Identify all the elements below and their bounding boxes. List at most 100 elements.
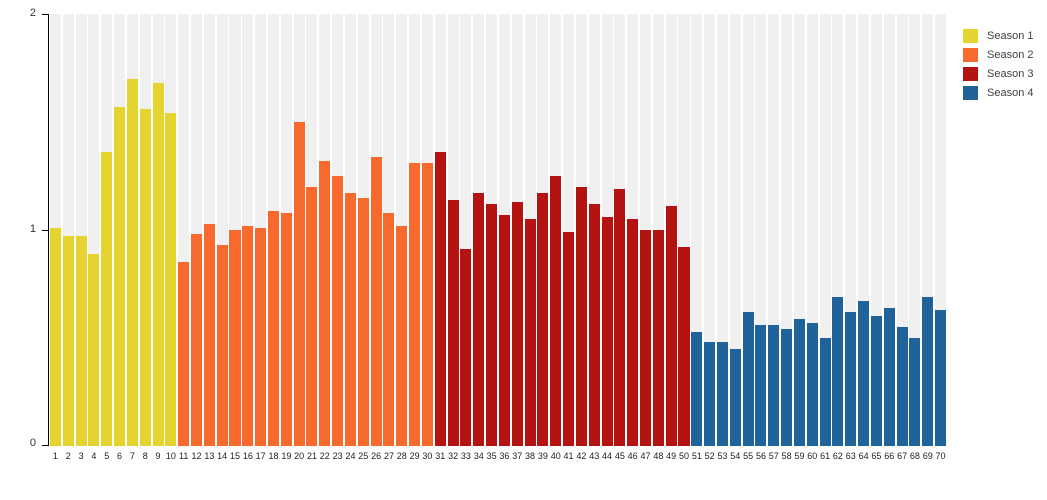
bar-episode-59[interactable]	[793, 318, 805, 446]
x-tick-label: 37	[512, 451, 523, 461]
bar-track	[421, 14, 433, 446]
bar-episode-26[interactable]	[370, 156, 382, 446]
bar-episode-21[interactable]	[306, 186, 318, 446]
bar-episode-69[interactable]	[922, 296, 934, 446]
bar-track	[704, 14, 716, 446]
bar-episode-58[interactable]	[781, 329, 793, 446]
bar-episode-46[interactable]	[627, 219, 639, 446]
bar-episode-43[interactable]	[588, 204, 600, 446]
bar-track	[486, 14, 498, 446]
bar-episode-35[interactable]	[486, 204, 498, 446]
bar-episode-2[interactable]	[62, 236, 74, 446]
bar-slot	[126, 14, 139, 446]
bar-episode-13[interactable]	[203, 223, 215, 446]
legend-item-season-3[interactable]: Season 3	[963, 67, 1033, 81]
bar-episode-31[interactable]	[434, 152, 446, 446]
bar-episode-60[interactable]	[806, 322, 818, 446]
legend-swatch-season-1	[963, 29, 978, 43]
bar-episode-12[interactable]	[191, 234, 203, 446]
bar-episode-9[interactable]	[152, 83, 164, 446]
bar-episode-15[interactable]	[229, 230, 241, 446]
bar-episode-64[interactable]	[858, 301, 870, 446]
bar-episode-22[interactable]	[319, 160, 331, 446]
bar-episode-32[interactable]	[447, 199, 459, 446]
bar-episode-1[interactable]	[49, 227, 61, 446]
bar-episode-61[interactable]	[819, 338, 831, 446]
x-tick-label: 65	[871, 451, 882, 461]
bar-episode-54[interactable]	[729, 348, 741, 446]
bar-episode-33[interactable]	[460, 249, 472, 446]
bar-episode-25[interactable]	[357, 197, 369, 446]
bar-episode-55[interactable]	[742, 312, 754, 446]
bar-episode-5[interactable]	[101, 152, 113, 446]
legend-swatch-season-2	[963, 48, 978, 62]
bar-episode-42[interactable]	[575, 186, 587, 446]
bar-episode-38[interactable]	[524, 219, 536, 446]
bar-episode-30[interactable]	[421, 163, 433, 446]
bar-episode-37[interactable]	[511, 201, 523, 446]
bar-episode-6[interactable]	[114, 106, 126, 446]
bar-episode-70[interactable]	[935, 309, 947, 446]
bar-episode-19[interactable]	[280, 212, 292, 446]
bar-episode-49[interactable]	[665, 206, 677, 446]
bar-episode-57[interactable]	[768, 325, 780, 446]
bar-track	[139, 14, 151, 446]
bar-episode-48[interactable]	[652, 230, 664, 446]
bar-episode-41[interactable]	[563, 232, 575, 446]
bar-episode-53[interactable]	[716, 342, 728, 446]
bar-episode-8[interactable]	[139, 109, 151, 446]
bar-episode-17[interactable]	[255, 227, 267, 446]
bar-episode-20[interactable]	[293, 122, 305, 446]
bar-episode-34[interactable]	[473, 193, 485, 446]
bar-episode-47[interactable]	[639, 230, 652, 446]
bar-episode-7[interactable]	[126, 78, 138, 446]
bar-episode-29[interactable]	[409, 163, 421, 446]
bar-episode-51[interactable]	[691, 331, 703, 446]
x-tick-label: 31	[435, 451, 446, 461]
legend-item-season-1[interactable]: Season 1	[963, 29, 1033, 43]
bar-episode-65[interactable]	[870, 316, 882, 446]
x-tick-label: 3	[78, 451, 84, 461]
bar-episode-68[interactable]	[909, 338, 921, 446]
bar-episode-36[interactable]	[498, 214, 510, 446]
bar-episode-66[interactable]	[883, 307, 895, 446]
x-tick-label: 24	[345, 451, 356, 461]
bar-episode-3[interactable]	[75, 236, 87, 446]
plot-area	[49, 14, 947, 446]
bar-track	[396, 14, 408, 446]
bar-slot	[575, 14, 588, 446]
bar-episode-23[interactable]	[332, 176, 344, 446]
bar-episode-27[interactable]	[383, 212, 395, 446]
bar-track	[460, 14, 472, 446]
bar-slot	[344, 14, 357, 446]
bar-track	[832, 14, 844, 446]
bar-episode-40[interactable]	[550, 176, 562, 446]
bar-episode-44[interactable]	[601, 217, 613, 446]
bar-episode-45[interactable]	[614, 188, 626, 446]
bar-episode-4[interactable]	[88, 253, 100, 446]
bar-episode-56[interactable]	[755, 325, 767, 446]
bar-episode-52[interactable]	[704, 342, 716, 446]
bar-episode-62[interactable]	[832, 296, 844, 446]
bar-episode-16[interactable]	[242, 225, 254, 446]
bar-slot	[601, 14, 614, 446]
bar-episode-24[interactable]	[344, 193, 356, 446]
bar-episode-39[interactable]	[537, 193, 549, 446]
bar-slot	[767, 14, 780, 446]
y-tick-label-2: 2	[29, 7, 36, 19]
x-tick-label: 54	[730, 451, 741, 461]
bar-slot	[203, 14, 216, 446]
bar-episode-67[interactable]	[896, 327, 908, 446]
bar-episode-50[interactable]	[678, 247, 690, 446]
bar-episode-18[interactable]	[267, 210, 279, 446]
x-tick-label: 4	[91, 451, 97, 461]
bar-episode-10[interactable]	[165, 113, 177, 446]
bar-episode-14[interactable]	[216, 245, 228, 446]
bar-track	[357, 14, 369, 446]
bar-episode-63[interactable]	[845, 312, 857, 446]
bar-track	[280, 14, 292, 446]
legend-item-season-2[interactable]: Season 2	[963, 48, 1033, 62]
legend-item-season-4[interactable]: Season 4	[963, 86, 1033, 100]
bar-episode-11[interactable]	[178, 262, 190, 446]
bar-episode-28[interactable]	[396, 225, 408, 446]
